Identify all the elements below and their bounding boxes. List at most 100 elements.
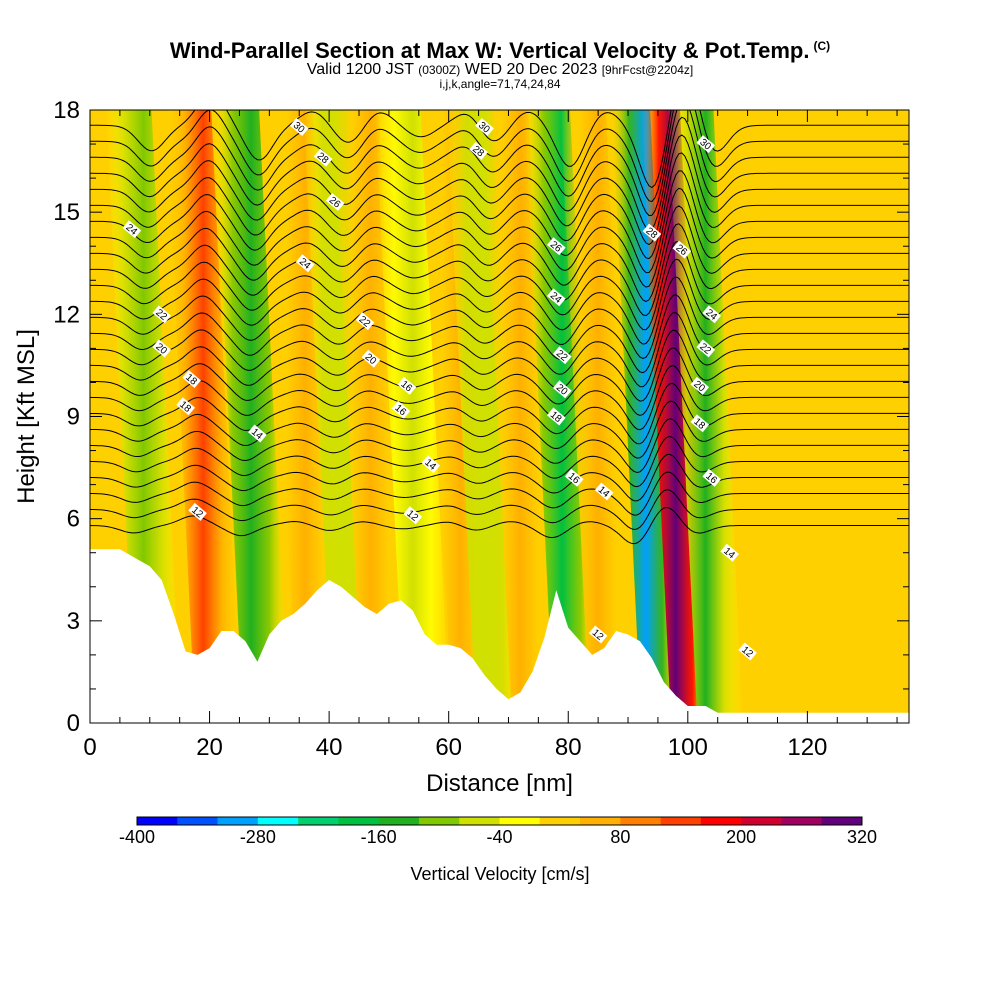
contour-label-bg bbox=[690, 376, 710, 395]
colorbar-tick-label: -40 bbox=[486, 827, 512, 847]
pot-temp-contours bbox=[90, 110, 909, 545]
theta-contour bbox=[90, 489, 909, 531]
contour-label-bg bbox=[391, 400, 411, 419]
colorbar: -400 -280 -160 -40 80 200 320 Vertical Velocity… bbox=[119, 816, 877, 884]
contour-label-bg bbox=[313, 148, 333, 167]
contour-label-bg bbox=[475, 118, 494, 137]
contour-label-bg bbox=[690, 414, 710, 433]
chart-subtitle: Valid 1200 JST (0300Z) WED 20 Dec 2023 [… bbox=[0, 61, 1000, 79]
theta-contour bbox=[90, 506, 909, 545]
contour-label-bg bbox=[122, 220, 142, 239]
theta-contour bbox=[90, 435, 909, 488]
colorbar-tick-label: -280 bbox=[240, 827, 276, 847]
contour-label-bg bbox=[152, 305, 172, 324]
contour-label-bg bbox=[552, 380, 572, 399]
contour-label-bg bbox=[325, 192, 345, 211]
x-tick-label: 60 bbox=[435, 734, 462, 761]
colorbar-swatch bbox=[217, 817, 259, 825]
w-band-down bbox=[106, 110, 181, 723]
theta-contour bbox=[90, 152, 909, 260]
theta-contour bbox=[90, 258, 909, 345]
w-band-up bbox=[560, 110, 636, 723]
colorbar-swatch bbox=[298, 817, 339, 825]
colorbar-swatch bbox=[700, 817, 742, 825]
colorbar-swatch bbox=[741, 817, 782, 825]
theta-contour bbox=[90, 205, 909, 303]
contour-label-bg bbox=[546, 407, 566, 426]
contour-label-bg bbox=[248, 424, 267, 443]
theta-contour bbox=[90, 347, 909, 417]
theta-contour bbox=[90, 294, 909, 374]
theta-contour bbox=[90, 382, 909, 445]
y-tick-label: 9 bbox=[67, 404, 80, 431]
theta-contour bbox=[90, 329, 909, 402]
contour-label-bg bbox=[696, 135, 716, 154]
contour-label-bg bbox=[564, 468, 584, 487]
contour-label-bg bbox=[642, 223, 662, 242]
y-axis-label: Height [Kft MSL] bbox=[13, 329, 40, 504]
theta-contour bbox=[90, 312, 909, 388]
theta-contour bbox=[90, 110, 909, 203]
x-tick-label: 80 bbox=[555, 734, 582, 761]
y-axis bbox=[90, 109, 909, 724]
w-band-up bbox=[267, 110, 343, 723]
colorbar-swatch bbox=[418, 817, 460, 825]
y-tick-label: 0 bbox=[67, 710, 80, 737]
theta-contour bbox=[90, 223, 909, 317]
contour-label-bg bbox=[588, 625, 608, 644]
theta-contour bbox=[90, 453, 909, 502]
colorbar-swatch bbox=[660, 817, 702, 825]
theta-contour bbox=[90, 170, 909, 274]
colorbar-label: Vertical Velocity [cm/s] bbox=[410, 864, 589, 884]
colorbar-tick-label: 80 bbox=[610, 827, 630, 847]
theta-contour bbox=[90, 276, 909, 360]
title-main: Wind-Parallel Section at Max W: Vertical… bbox=[169, 38, 810, 63]
w-band-up bbox=[333, 110, 409, 723]
grid-indices: i,j,k,angle=71,74,24,84 bbox=[439, 77, 561, 91]
x-tick-label: 100 bbox=[668, 734, 708, 761]
colorbar-tick-label: 200 bbox=[726, 827, 756, 847]
y-tick-label: 3 bbox=[67, 608, 80, 635]
theta-contour bbox=[90, 400, 909, 459]
contour-label-bg bbox=[152, 339, 172, 358]
colorbar-swatch bbox=[499, 817, 541, 825]
colorbar-swatch bbox=[539, 817, 581, 825]
theta-contour bbox=[90, 471, 909, 516]
w-band-down bbox=[375, 110, 450, 723]
colorbar-swatch bbox=[620, 817, 661, 825]
colorbar-swatch bbox=[257, 817, 299, 825]
contour-label-bg bbox=[295, 254, 315, 273]
colorbar-tick-label: -160 bbox=[361, 827, 397, 847]
w-band-down bbox=[446, 110, 522, 723]
y-tick-label: 18 bbox=[53, 97, 80, 124]
x-tick-label: 0 bbox=[83, 734, 96, 761]
colorbar-tick-label: -400 bbox=[119, 827, 155, 847]
contour-label-bg bbox=[289, 118, 309, 137]
y-tick-label: 15 bbox=[53, 199, 80, 226]
colorbar-swatch bbox=[338, 817, 379, 825]
utc-time: (0300Z) bbox=[418, 63, 461, 77]
colorbar-swatch bbox=[821, 817, 863, 825]
valid-time: Valid 1200 JST bbox=[306, 61, 414, 78]
w-band-down bbox=[611, 110, 680, 723]
colorbar-frame bbox=[136, 816, 863, 826]
contour-label-bg bbox=[702, 468, 722, 487]
chart-title: Wind-Parallel Section at Max W: Vertical… bbox=[0, 38, 1000, 64]
w-band-up bbox=[165, 110, 241, 723]
velocity-field bbox=[90, 110, 909, 723]
contour-label-bg bbox=[188, 502, 207, 521]
contour-label-bg bbox=[672, 240, 692, 259]
theta-contour bbox=[90, 110, 909, 189]
colorbar-swatch bbox=[137, 817, 178, 825]
theta-contour bbox=[90, 241, 909, 331]
theta-contour bbox=[90, 418, 909, 474]
title-copyright: (C) bbox=[813, 39, 831, 53]
colorbar-swatch bbox=[177, 817, 218, 825]
contour-label-bg bbox=[594, 482, 614, 501]
contour-label-bg bbox=[421, 455, 441, 474]
w-band-down bbox=[668, 110, 743, 723]
y-tick-label: 12 bbox=[53, 301, 80, 328]
theta-contour bbox=[90, 134, 909, 246]
w-band-down bbox=[213, 110, 289, 723]
